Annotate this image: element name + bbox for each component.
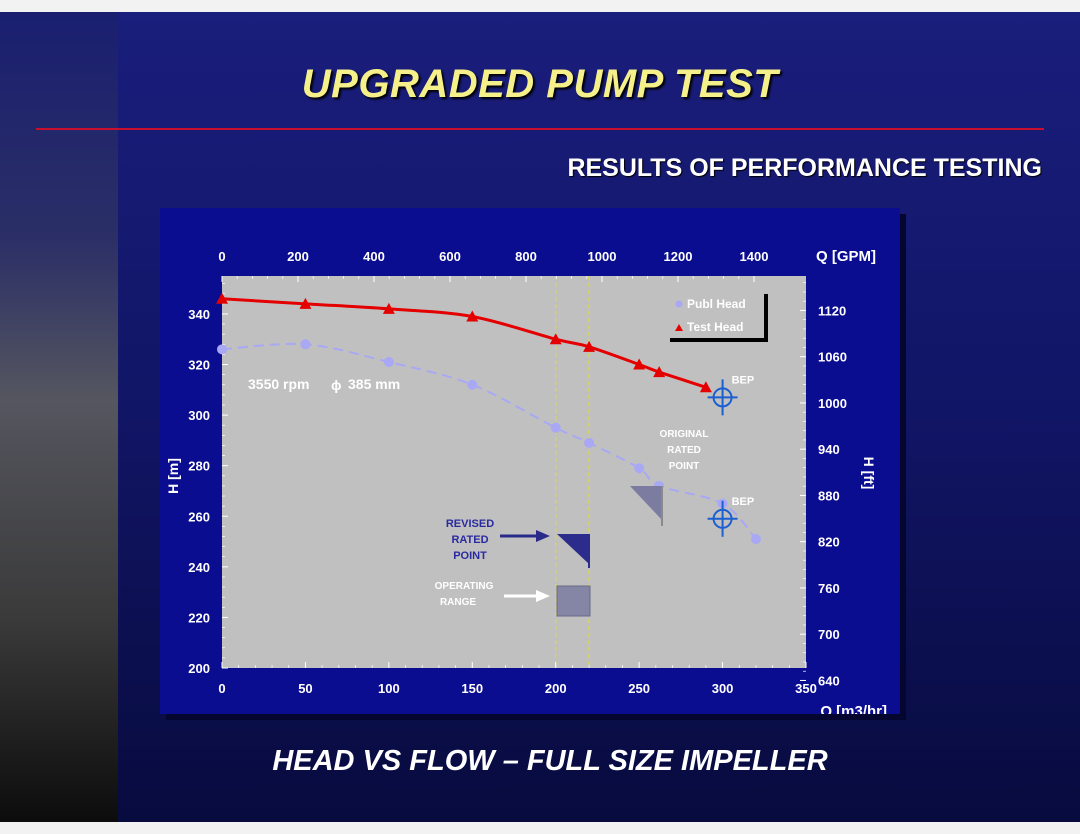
publ-head-point — [383, 356, 394, 367]
revised-label-2: RATED — [451, 534, 488, 546]
y2-tick-label: 1120 — [818, 303, 846, 318]
y-tick-label: 260 — [188, 509, 210, 524]
x2-tick-label: 600 — [439, 249, 461, 264]
legend-publ-head-marker — [675, 300, 683, 308]
x2-tick-label: 1400 — [740, 249, 769, 264]
revised-rated-point-marker — [557, 534, 589, 564]
x2-tick-label: 400 — [363, 249, 385, 264]
revised-arrow-head — [536, 530, 550, 542]
y2-tick-label: 1060 — [818, 350, 847, 365]
diameter-label: 385 mm — [348, 376, 400, 392]
head-vs-flow-chart: 0 50 100 150 200 250 300 350 0 200 400 600 800 1000 1… — [165, 248, 887, 714]
x2-tick-label: 1000 — [588, 249, 617, 264]
x-tick-label: 50 — [298, 681, 312, 696]
x2-tick-label: 0 — [218, 249, 225, 264]
operating-label-1: OPERATING — [435, 581, 494, 592]
bep-label: BEP — [732, 374, 755, 386]
revised-rated-point-annotation: REVISED RATED POINT — [446, 518, 590, 568]
legend-test-head-label: Test Head — [687, 320, 743, 334]
diameter-symbol: ϕ — [331, 377, 342, 393]
original-rated-point-annotation: ORIGINAL RATED POINT — [630, 429, 708, 526]
speed-annotation: 3550 rpm ϕ 385 mm — [248, 376, 400, 393]
y-tick-label: 200 — [188, 661, 210, 676]
publ-head-point — [550, 422, 561, 433]
y-tick-label: 340 — [188, 307, 210, 322]
legend-publ-head-label: Publ Head — [687, 297, 746, 311]
title-divider — [36, 128, 1044, 130]
publ-head-point — [750, 534, 761, 545]
y-tick-label: 300 — [188, 408, 210, 423]
legend: Publ Head Test Head — [666, 290, 768, 342]
slide-caption: HEAD VS FLOW – FULL SIZE IMPELLER — [272, 745, 828, 777]
slide-title: UPGRADED PUMP TEST — [301, 62, 779, 106]
publ-head-point — [300, 339, 311, 350]
test-head-point — [382, 302, 395, 314]
x2-tick-label: 800 — [515, 249, 537, 264]
side-gradient-band — [0, 12, 118, 822]
x-axis-title: Q [m3/hr] — [820, 703, 887, 714]
publ-head-point — [217, 344, 227, 355]
slide-subtitle: RESULTS OF PERFORMANCE TESTING — [567, 154, 1042, 182]
x-tick-label: 250 — [628, 681, 650, 696]
operating-label-2: RANGE — [440, 597, 476, 608]
test-head-point — [633, 358, 646, 370]
y2-tick-label: 700 — [818, 627, 840, 642]
y2-tick-label: 640 — [818, 673, 840, 688]
x-tick-label: 0 — [218, 681, 225, 696]
x-tick-label: 150 — [461, 681, 483, 696]
test-head-point — [699, 381, 712, 393]
bep-label: BEP — [732, 496, 755, 508]
test-head-point — [549, 333, 562, 345]
operating-arrow-head — [536, 590, 550, 602]
slide: UPGRADED PUMP TEST RESULTS OF PERFORMANC… — [0, 12, 1080, 822]
operating-range-annotation: OPERATING RANGE — [435, 581, 591, 617]
y2-tick-label: 820 — [818, 535, 840, 550]
y-axis-title: H [m] — [165, 458, 181, 494]
original-label-2: RATED — [667, 445, 701, 456]
y2-tick-label: 1000 — [818, 396, 847, 411]
original-label-1: ORIGINAL — [660, 429, 709, 440]
test-head-point — [466, 310, 479, 322]
y-tick-label: 320 — [188, 358, 210, 373]
publ-head-point — [584, 437, 595, 448]
y2-tick-label: 880 — [818, 488, 840, 503]
revised-label-3: POINT — [453, 550, 487, 562]
y2-tick-label: 760 — [818, 581, 840, 596]
y-tick-label: 240 — [188, 560, 210, 575]
original-label-3: POINT — [669, 461, 700, 472]
revised-label-1: REVISED — [446, 518, 494, 530]
legend-test-head-marker — [675, 324, 683, 331]
speed-label: 3550 rpm — [248, 376, 309, 392]
operating-range-box — [556, 585, 591, 617]
test-head-line — [221, 297, 707, 389]
x-tick-label: 350 — [795, 681, 817, 696]
y2-axis-title: H [ft] — [861, 457, 877, 490]
x2-tick-label: 1200 — [664, 249, 693, 264]
test-head-point — [583, 340, 596, 352]
publ-head-point — [467, 379, 478, 390]
y-tick-label: 220 — [188, 610, 210, 625]
chart-frame: 0 50 100 150 200 250 300 350 0 200 400 600 800 1000 1… — [160, 208, 900, 714]
test-head-point — [216, 292, 228, 304]
publ-head-point — [634, 463, 645, 474]
x-tick-label: 100 — [378, 681, 400, 696]
x2-tick-label: 200 — [287, 249, 309, 264]
x2-axis-title: Q [GPM] — [816, 248, 876, 265]
y-tick-label: 280 — [188, 459, 210, 474]
original-rated-point-marker — [630, 486, 662, 520]
x-tick-label: 300 — [712, 681, 734, 696]
test-head-point — [653, 366, 666, 378]
y2-tick-label: 940 — [818, 442, 840, 457]
test-head-point — [299, 297, 312, 309]
x-tick-label: 200 — [545, 681, 567, 696]
